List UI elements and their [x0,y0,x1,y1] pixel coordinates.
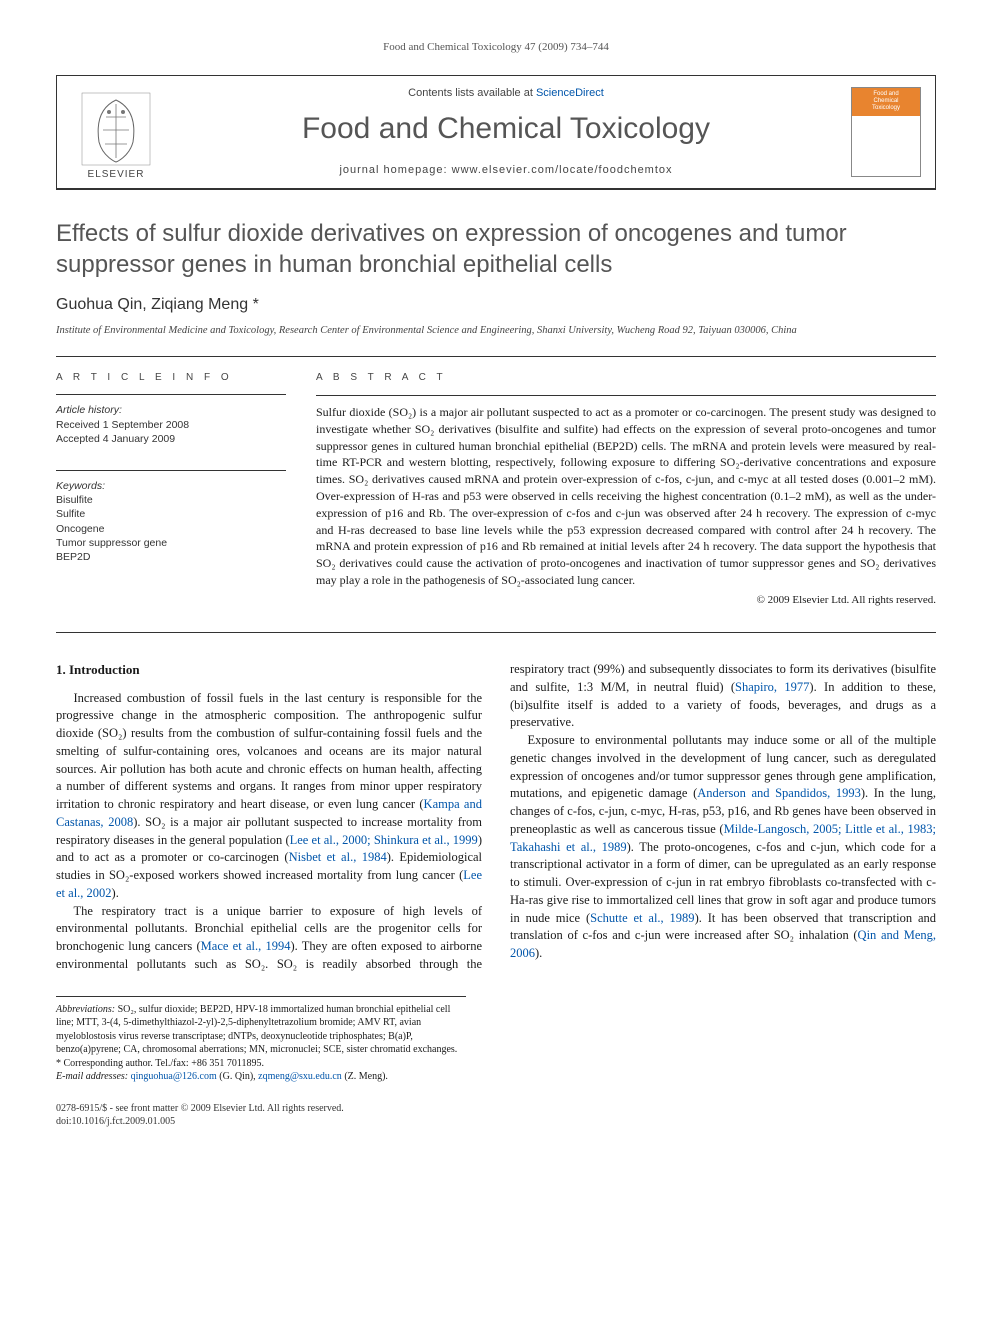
abstract-text: Sulfur dioxide (SO₂) is a major air poll… [316,404,936,589]
abstract-copyright: © 2009 Elsevier Ltd. All rights reserved… [316,593,936,608]
cover-line1: Food and [873,91,898,97]
keyword: Bisulfite [56,493,286,507]
cover-line2: Chemical [873,98,898,104]
journal-masthead: ELSEVIER Contents lists available at Sci… [56,75,936,190]
info-divider [56,394,286,395]
elsevier-logo: ELSEVIER [71,82,161,182]
keyword: Tumor suppressor gene [56,536,286,550]
citation-link[interactable]: Lee et al., 2000; Shinkura et al., 1999 [290,833,478,847]
citation-link[interactable]: Mace et al., 1994 [201,939,291,953]
info-abstract-row: A R T I C L E I N F O Article history: R… [56,371,936,608]
journal-homepage-line: journal homepage: www.elsevier.com/locat… [161,163,851,178]
masthead-center: Contents lists available at ScienceDirec… [161,86,851,178]
corresponding-author-note: * Corresponding author. Tel./fax: +86 35… [56,1057,466,1071]
history-received: Received 1 September 2008 [56,418,286,432]
footer-front-matter: 0278-6915/$ - see front matter © 2009 El… [56,1102,936,1116]
email-link[interactable]: qinguohua@126.com [131,1071,217,1082]
email-who: (Z. Meng). [342,1071,388,1082]
article-body: 1. Introduction Increased combustion of … [56,661,936,973]
running-head: Food and Chemical Toxicology 47 (2009) 7… [56,40,936,55]
text-run: ). [112,886,119,900]
keyword: BEP2D [56,550,286,564]
abbreviations-note: Abbreviations: SO₂, sulfur dioxide; BEP2… [56,1003,466,1057]
citation-link[interactable]: Schutte et al., 1989 [590,911,694,925]
keywords-label: Keywords: [56,479,286,493]
cover-line3: Toxicology [872,105,900,111]
section-heading-intro: 1. Introduction [56,661,482,679]
abbrev-label: Abbreviations: [56,1004,115,1015]
history-accepted: Accepted 4 January 2009 [56,432,286,446]
footnotes-block: Abbreviations: SO₂, sulfur dioxide; BEP2… [56,996,466,1084]
author-list: Guohua Qin, Ziqiang Meng * [56,294,936,316]
history-label: Article history: [56,403,286,417]
article-info-heading: A R T I C L E I N F O [56,371,286,385]
intro-paragraph-3: Exposure to environmental pollutants may… [510,732,936,963]
abbrev-text: SO₂, sulfur dioxide; BEP2D, HPV-18 immor… [56,1004,457,1056]
divider [56,356,936,357]
cover-band: Food and Chemical Toxicology [852,88,920,116]
article-info-column: A R T I C L E I N F O Article history: R… [56,371,286,608]
email-label: E-mail addresses: [56,1071,128,1082]
abstract-column: A B S T R A C T Sulfur dioxide (SO₂) is … [316,371,936,608]
masthead-row: ELSEVIER Contents lists available at Sci… [57,76,935,189]
text-run: Increased combustion of fossil fuels in … [56,691,482,812]
citation-link[interactable]: Nisbet et al., 1984 [289,850,387,864]
citation-link[interactable]: Shapiro, 1977 [735,680,809,694]
intro-paragraph-1: Increased combustion of fossil fuels in … [56,690,482,903]
abstract-divider [316,395,936,396]
abstract-heading: A B S T R A C T [316,371,936,385]
divider [56,632,936,633]
keyword: Sulfite [56,507,286,521]
affiliation: Institute of Environmental Medicine and … [56,324,936,338]
text-run: ). [535,946,542,960]
publisher-name: ELSEVIER [88,168,145,182]
journal-name: Food and Chemical Toxicology [161,109,851,150]
homepage-url: www.elsevier.com/locate/foodchemtox [452,164,673,176]
sciencedirect-link[interactable]: ScienceDirect [536,87,604,99]
article-title: Effects of sulfur dioxide derivatives on… [56,218,936,280]
homepage-prefix: journal homepage: [339,164,451,176]
email-link[interactable]: zqmeng@sxu.edu.cn [258,1071,342,1082]
keyword: Oncogene [56,522,286,536]
contents-available-line: Contents lists available at ScienceDirec… [161,86,851,101]
email-who: (G. Qin), [217,1071,258,1082]
info-divider [56,470,286,471]
journal-cover-thumbnail: Food and Chemical Toxicology [851,87,921,177]
contents-prefix: Contents lists available at [408,87,536,99]
footer-doi: doi:10.1016/j.fct.2009.01.005 [56,1115,936,1129]
email-note: E-mail addresses: qinguohua@126.com (G. … [56,1070,466,1084]
citation-link[interactable]: Anderson and Spandidos, 1993 [697,786,861,800]
